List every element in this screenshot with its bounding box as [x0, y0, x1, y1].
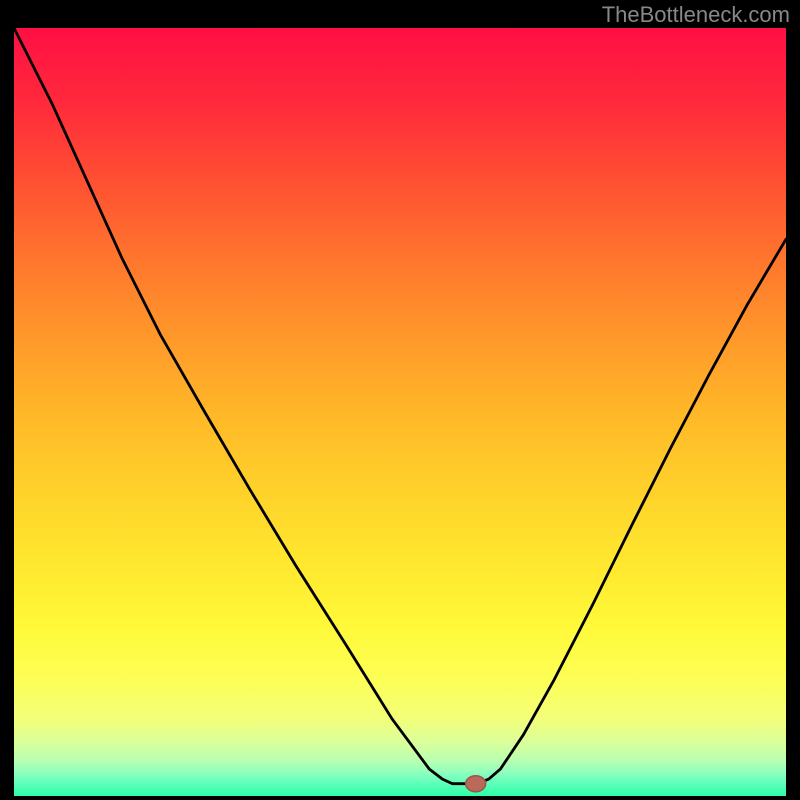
optimal-marker	[466, 776, 486, 792]
watermark-text: TheBottleneck.com	[602, 2, 790, 28]
bottleneck-chart	[14, 28, 786, 796]
gradient-background	[14, 28, 786, 796]
chart-svg	[14, 28, 786, 796]
